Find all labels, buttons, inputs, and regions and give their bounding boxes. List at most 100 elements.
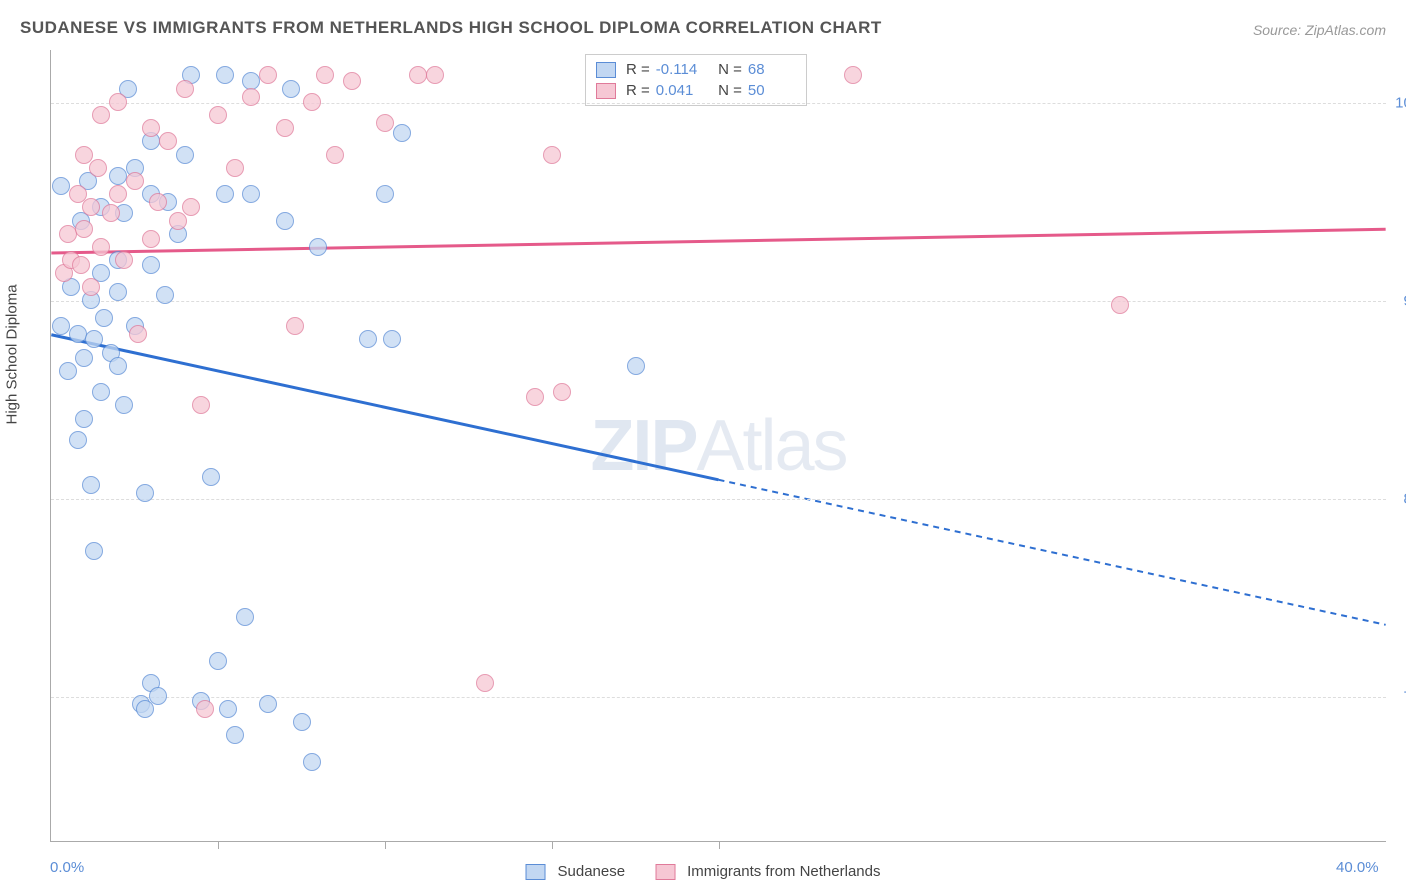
source-attribution: Source: ZipAtlas.com <box>1253 22 1386 38</box>
data-point <box>242 88 260 106</box>
data-point <box>142 119 160 137</box>
x-tick <box>719 841 720 849</box>
data-point <box>109 357 127 375</box>
series-legend: Sudanese Immigrants from Netherlands <box>526 863 881 880</box>
data-point <box>59 225 77 243</box>
data-point <box>259 695 277 713</box>
data-point <box>52 177 70 195</box>
gridline <box>51 697 1386 698</box>
data-point <box>196 700 214 718</box>
data-point <box>59 362 77 380</box>
plot-area: ZIPAtlas R = -0.114 N = 68R = 0.041 N = … <box>50 50 1386 842</box>
data-point <box>82 198 100 216</box>
data-point <box>209 106 227 124</box>
legend-row: R = -0.114 N = 68 <box>596 59 796 80</box>
data-point <box>136 700 154 718</box>
data-point <box>359 330 377 348</box>
data-point <box>156 286 174 304</box>
data-point <box>92 383 110 401</box>
data-point <box>109 185 127 203</box>
data-point <box>282 80 300 98</box>
data-point <box>543 146 561 164</box>
data-point <box>129 325 147 343</box>
data-point <box>142 256 160 274</box>
data-point <box>326 146 344 164</box>
x-tick <box>385 841 386 849</box>
r-value: -0.114 <box>656 61 704 78</box>
watermark-bold: ZIP <box>590 406 696 486</box>
legend-item: Immigrants from Netherlands <box>655 863 880 880</box>
data-point <box>242 185 260 203</box>
data-point <box>109 93 127 111</box>
data-point <box>383 330 401 348</box>
data-point <box>85 330 103 348</box>
data-point <box>92 106 110 124</box>
data-point <box>202 468 220 486</box>
data-point <box>176 80 194 98</box>
data-point <box>236 608 254 626</box>
data-point <box>75 410 93 428</box>
x-tick <box>552 841 553 849</box>
data-point <box>82 476 100 494</box>
data-point <box>75 349 93 367</box>
legend-swatch <box>596 83 616 99</box>
correlation-legend: R = -0.114 N = 68R = 0.041 N = 50 <box>585 54 807 106</box>
data-point <box>136 484 154 502</box>
legend-row: R = 0.041 N = 50 <box>596 80 796 101</box>
data-point <box>226 159 244 177</box>
n-value: 50 <box>748 82 796 99</box>
data-point <box>149 687 167 705</box>
data-point <box>82 278 100 296</box>
data-point <box>259 66 277 84</box>
data-point <box>303 93 321 111</box>
n-value: 68 <box>748 61 796 78</box>
data-point <box>115 396 133 414</box>
data-point <box>89 159 107 177</box>
data-point <box>216 66 234 84</box>
data-point <box>182 198 200 216</box>
data-point <box>309 238 327 256</box>
data-point <box>376 185 394 203</box>
r-label: R = <box>626 61 650 78</box>
data-point <box>109 167 127 185</box>
data-point <box>102 204 120 222</box>
data-point <box>126 172 144 190</box>
data-point <box>276 212 294 230</box>
chart-container: SUDANESE VS IMMIGRANTS FROM NETHERLANDS … <box>0 0 1406 892</box>
data-point <box>115 251 133 269</box>
r-label: R = <box>626 82 650 99</box>
data-point <box>159 132 177 150</box>
y-axis-title: High School Diploma <box>4 284 21 424</box>
data-point <box>209 652 227 670</box>
data-point <box>226 726 244 744</box>
gridline <box>51 499 1386 500</box>
data-point <box>316 66 334 84</box>
x-tick-label: 40.0% <box>1336 859 1379 876</box>
n-label: N = <box>710 61 742 78</box>
data-point <box>343 72 361 90</box>
data-point <box>142 230 160 248</box>
y-tick-label: 100.0% <box>1395 94 1406 111</box>
data-point <box>393 124 411 142</box>
watermark: ZIPAtlas <box>590 405 846 487</box>
data-point <box>627 357 645 375</box>
data-point <box>216 185 234 203</box>
data-point <box>75 220 93 238</box>
data-point <box>1111 296 1129 314</box>
data-point <box>553 383 571 401</box>
x-tick-label: 0.0% <box>50 859 84 876</box>
data-point <box>293 713 311 731</box>
data-point <box>192 396 210 414</box>
data-point <box>376 114 394 132</box>
data-point <box>219 700 237 718</box>
legend-swatch <box>655 864 675 880</box>
legend-swatch <box>526 864 546 880</box>
data-point <box>69 431 87 449</box>
data-point <box>52 317 70 335</box>
legend-label: Sudanese <box>558 863 626 880</box>
data-point <box>72 256 90 274</box>
legend-item: Sudanese <box>526 863 626 880</box>
data-point <box>92 238 110 256</box>
data-point <box>69 325 87 343</box>
n-label: N = <box>710 82 742 99</box>
